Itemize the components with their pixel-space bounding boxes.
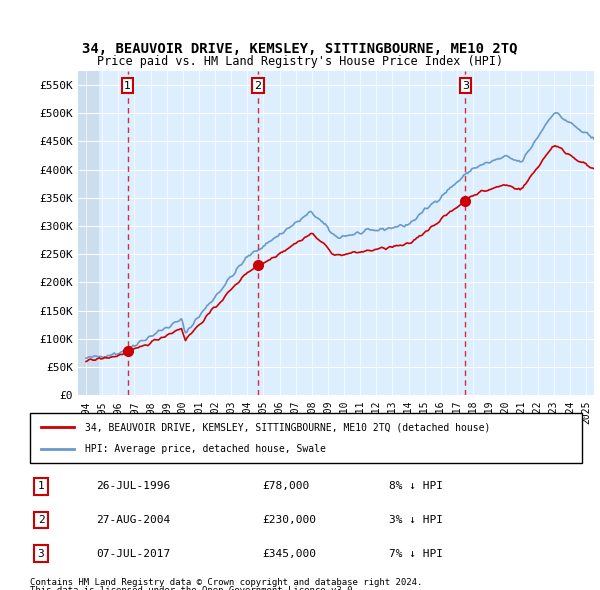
Text: 1: 1 — [38, 481, 44, 491]
Text: Contains HM Land Registry data © Crown copyright and database right 2024.: Contains HM Land Registry data © Crown c… — [30, 578, 422, 587]
Text: 3: 3 — [462, 80, 469, 90]
Bar — [78, 71, 100, 395]
Text: HPI: Average price, detached house, Swale: HPI: Average price, detached house, Swal… — [85, 444, 326, 454]
Text: Price paid vs. HM Land Registry's House Price Index (HPI): Price paid vs. HM Land Registry's House … — [97, 55, 503, 68]
Text: 1: 1 — [124, 80, 131, 90]
Text: £78,000: £78,000 — [262, 481, 309, 491]
Text: 8% ↓ HPI: 8% ↓ HPI — [389, 481, 443, 491]
Text: 2: 2 — [254, 80, 262, 90]
Text: 3% ↓ HPI: 3% ↓ HPI — [389, 515, 443, 525]
Text: 34, BEAUVOIR DRIVE, KEMSLEY, SITTINGBOURNE, ME10 2TQ: 34, BEAUVOIR DRIVE, KEMSLEY, SITTINGBOUR… — [82, 42, 518, 56]
Text: 07-JUL-2017: 07-JUL-2017 — [96, 549, 170, 559]
Text: 7% ↓ HPI: 7% ↓ HPI — [389, 549, 443, 559]
Text: 27-AUG-2004: 27-AUG-2004 — [96, 515, 170, 525]
FancyBboxPatch shape — [30, 413, 582, 463]
Text: This data is licensed under the Open Government Licence v3.0.: This data is licensed under the Open Gov… — [30, 586, 358, 590]
Text: 26-JUL-1996: 26-JUL-1996 — [96, 481, 170, 491]
Text: 2: 2 — [38, 515, 44, 525]
Text: £230,000: £230,000 — [262, 515, 316, 525]
Text: 34, BEAUVOIR DRIVE, KEMSLEY, SITTINGBOURNE, ME10 2TQ (detached house): 34, BEAUVOIR DRIVE, KEMSLEY, SITTINGBOUR… — [85, 422, 491, 432]
Text: 3: 3 — [38, 549, 44, 559]
Text: £345,000: £345,000 — [262, 549, 316, 559]
